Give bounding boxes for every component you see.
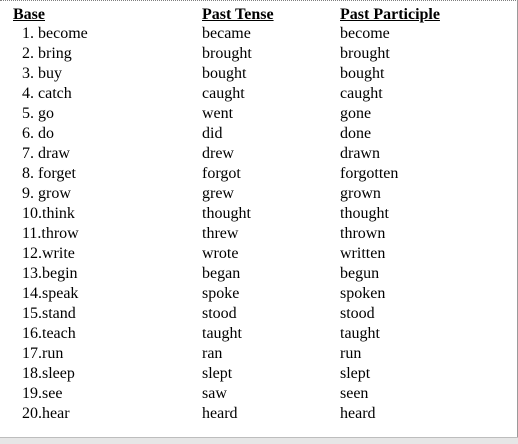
table-row: 20.hear heard heard	[0, 404, 490, 424]
cell-past-participle: gone	[340, 105, 372, 122]
table-row: 10.think thought thought	[0, 204, 490, 224]
cell-base: 4. catch	[22, 85, 72, 102]
table-row: 17.run ran run	[0, 344, 490, 364]
cell-past-tense: thought	[202, 205, 251, 222]
header-row: Base Past Tense Past Participle	[0, 6, 490, 24]
cell-base: 3. buy	[22, 65, 62, 82]
cell-past-tense: taught	[202, 325, 242, 342]
table-row: 1. become became become	[0, 24, 490, 44]
table-row: 7. draw drew drawn	[0, 144, 490, 164]
cell-past-participle: drawn	[340, 145, 380, 162]
cell-base: 11.throw	[22, 225, 79, 242]
cell-base: 13.begin	[22, 265, 78, 282]
cell-base: 14.speak	[22, 285, 79, 302]
cell-past-participle: brought	[340, 45, 390, 62]
cell-past-participle: stood	[340, 305, 375, 322]
cell-past-tense: forgot	[202, 165, 241, 182]
cell-base: 17.run	[22, 345, 64, 362]
bottom-divider	[0, 437, 518, 438]
cell-base: 19.see	[22, 385, 63, 402]
cell-past-tense: began	[202, 265, 241, 282]
cell-past-participle: thrown	[340, 225, 386, 242]
irregular-verbs-table: Base Past Tense Past Participle 1. becom…	[0, 6, 490, 424]
cell-past-tense: bought	[202, 65, 247, 82]
cell-past-tense: ran	[202, 345, 223, 362]
cell-past-participle: done	[340, 125, 372, 142]
cell-past-tense: saw	[202, 385, 227, 402]
dotted-top-border	[0, 0, 518, 1]
cell-past-participle: seen	[340, 385, 369, 402]
cell-base: 12.write	[22, 245, 75, 262]
cell-base: 2. bring	[22, 45, 72, 62]
cell-past-participle: thought	[340, 205, 389, 222]
cell-past-participle: forgotten	[340, 165, 399, 182]
cell-past-tense: brought	[202, 45, 252, 62]
cell-past-participle: spoken	[340, 285, 386, 302]
header-past-tense: Past Tense	[202, 6, 274, 23]
cell-past-tense: threw	[202, 225, 239, 242]
cell-base: 6. do	[22, 125, 54, 142]
cell-past-tense: spoke	[202, 285, 240, 302]
cell-past-tense: drew	[202, 145, 234, 162]
cell-past-participle: heard	[340, 405, 376, 422]
cell-past-tense: wrote	[202, 245, 239, 262]
cell-base: 8. forget	[22, 165, 76, 182]
cell-past-tense: slept	[202, 365, 233, 382]
cell-base: 18.sleep	[22, 365, 75, 382]
cell-past-tense: grew	[202, 185, 234, 202]
cell-base: 10.think	[22, 205, 75, 222]
cell-past-participle: run	[340, 345, 362, 362]
table-row: 15.stand stood stood	[0, 304, 490, 324]
table-row: 12.write wrote written	[0, 244, 490, 264]
cell-past-tense: became	[202, 25, 251, 42]
table-row: 19.see saw seen	[0, 384, 490, 404]
header-base: Base	[13, 6, 45, 23]
cell-past-tense: caught	[202, 85, 245, 102]
table-row: 2. bring brought brought	[0, 44, 490, 64]
table-row: 3. buy bought bought	[0, 64, 490, 84]
cell-past-participle: slept	[340, 365, 371, 382]
table-row: 9. grow grew grown	[0, 184, 490, 204]
cell-base: 5. go	[22, 105, 54, 122]
table-row: 6. do did done	[0, 124, 490, 144]
table-row: 8. forget forgot forgotten	[0, 164, 490, 184]
table-row: 14.speak spoke spoken	[0, 284, 490, 304]
cell-past-participle: taught	[340, 325, 380, 342]
table-row: 18.sleep slept slept	[0, 364, 490, 384]
cell-base: 20.hear	[22, 405, 70, 422]
cell-base: 15.stand	[22, 305, 76, 322]
cell-past-participle: bought	[340, 65, 385, 82]
cell-past-participle: become	[340, 25, 390, 42]
cell-past-tense: went	[202, 105, 234, 122]
cell-base: 1. become	[22, 25, 88, 42]
cell-base: 16.teach	[22, 325, 76, 342]
table-row: 11.throw threw thrown	[0, 224, 490, 244]
table-row: 4. catch caught caught	[0, 84, 490, 104]
table-body: 1. become became become 2. bring brought brou…	[0, 24, 490, 424]
cell-past-participle: caught	[340, 85, 383, 102]
cell-past-tense: heard	[202, 405, 238, 422]
header-past-participle: Past Participle	[340, 6, 440, 23]
table-row: 5. go went gone	[0, 104, 490, 124]
cell-base: 9. grow	[22, 185, 71, 202]
cell-past-tense: did	[202, 125, 223, 142]
cell-past-participle: begun	[340, 265, 380, 282]
table-row: 16.teach taught taught	[0, 324, 490, 344]
cell-base: 7. draw	[22, 145, 70, 162]
cell-past-participle: grown	[340, 185, 381, 202]
cell-past-tense: stood	[202, 305, 237, 322]
table-row: 13.begin began begun	[0, 264, 490, 284]
bottom-bar	[0, 438, 518, 444]
cell-past-participle: written	[340, 245, 386, 262]
